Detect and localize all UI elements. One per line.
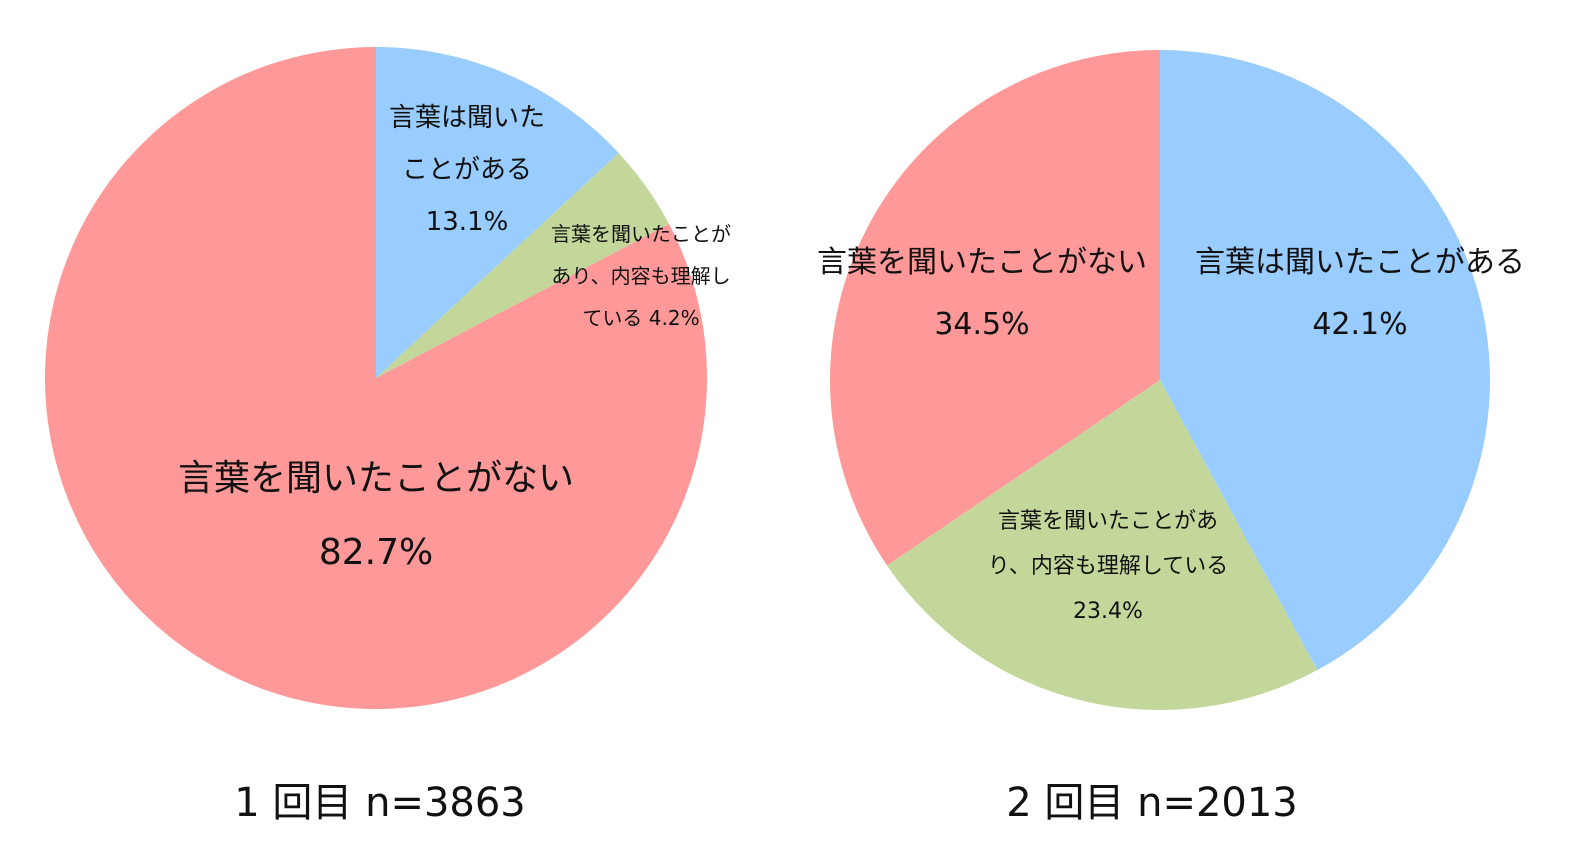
slice-label-line: ている 4.2% [582, 306, 699, 330]
slice-label-line: 言葉は聞いた [389, 103, 545, 133]
slice-label-line: 42.1% [1312, 307, 1407, 342]
pie-slice-understood [887, 380, 1318, 710]
slice-label-line: 13.1% [426, 207, 509, 237]
slice-label-heard: 言葉は聞いたことがある 13.1% [389, 103, 545, 237]
pie-slice-understood [376, 152, 670, 378]
slice-label-line: 言葉を聞いたことがない [817, 245, 1147, 280]
pie-chart-round-1: 言葉は聞いたことがある 13.1% 言葉を聞いたことがあり、内容も理解している 4.… [45, 47, 731, 826]
slice-label-understood: 言葉を聞いたことがあり、内容も理解している 23.4% [988, 509, 1228, 624]
slice-label-line: 34.5% [934, 307, 1029, 342]
slice-label-line: ことがある [402, 155, 532, 185]
pie-slice-heard [376, 47, 619, 378]
chart-caption: 2 回目 n=2013 [1006, 780, 1298, 826]
slice-label-line: 言葉は聞いたことがある [1195, 245, 1525, 280]
slice-label-never: 言葉を聞いたことがない 82.7% [178, 458, 574, 573]
slice-label-line: 82.7% [319, 532, 433, 573]
slice-label-heard: 言葉は聞いたことがある 42.1% [1195, 245, 1525, 342]
slice-label-line: あり、内容も理解し [551, 264, 730, 288]
slice-label-understood: 言葉を聞いたことがあり、内容も理解している 4.2% [551, 222, 731, 330]
pie-slice-heard [1160, 50, 1490, 671]
slice-label-line: り、内容も理解している [988, 554, 1228, 579]
slice-label-line: 言葉を聞いたことが [551, 222, 731, 246]
chart-caption: 1 回目 n=3863 [234, 780, 526, 826]
slice-label-line: 23.4% [1073, 599, 1143, 624]
pie-chart-round-2: 言葉は聞いたことがある 42.1% 言葉を聞いたことがあり、内容も理解している 23.… [817, 50, 1525, 826]
pie-slice-never [829, 50, 1160, 566]
slice-label-line: 言葉を聞いたことがあ [998, 509, 1218, 534]
pie-slice-never [45, 47, 708, 709]
slice-label-never: 言葉を聞いたことがない 34.5% [817, 245, 1147, 342]
slice-label-line: 言葉を聞いたことがない [178, 458, 574, 499]
